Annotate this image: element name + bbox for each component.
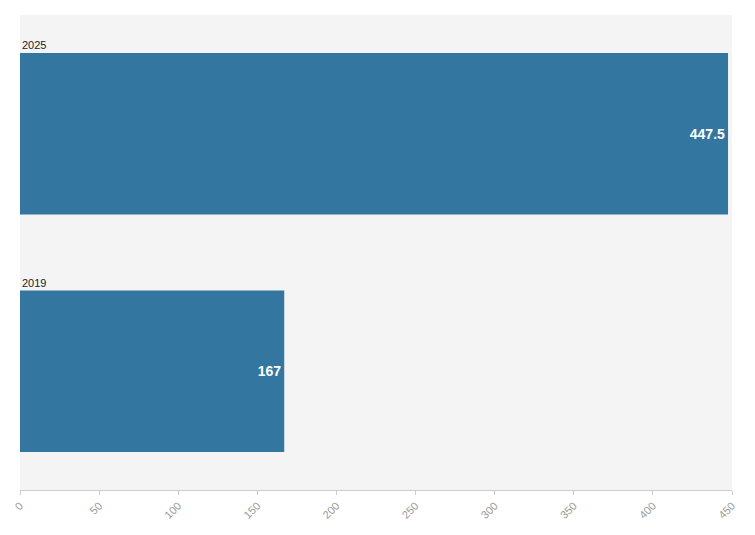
svg-text:350: 350 — [558, 500, 579, 521]
svg-text:2025: 2025 — [22, 39, 46, 51]
svg-text:50: 50 — [87, 500, 104, 517]
svg-text:447.5: 447.5 — [690, 126, 725, 142]
svg-text:200: 200 — [320, 500, 341, 521]
svg-text:400: 400 — [637, 500, 658, 521]
svg-text:0: 0 — [12, 500, 25, 513]
svg-text:150: 150 — [241, 500, 262, 521]
svg-text:2019: 2019 — [22, 277, 46, 289]
svg-text:300: 300 — [479, 500, 500, 521]
svg-text:450: 450 — [716, 500, 737, 521]
svg-text:250: 250 — [399, 500, 420, 521]
svg-text:167: 167 — [258, 363, 282, 379]
svg-text:100: 100 — [162, 500, 183, 521]
